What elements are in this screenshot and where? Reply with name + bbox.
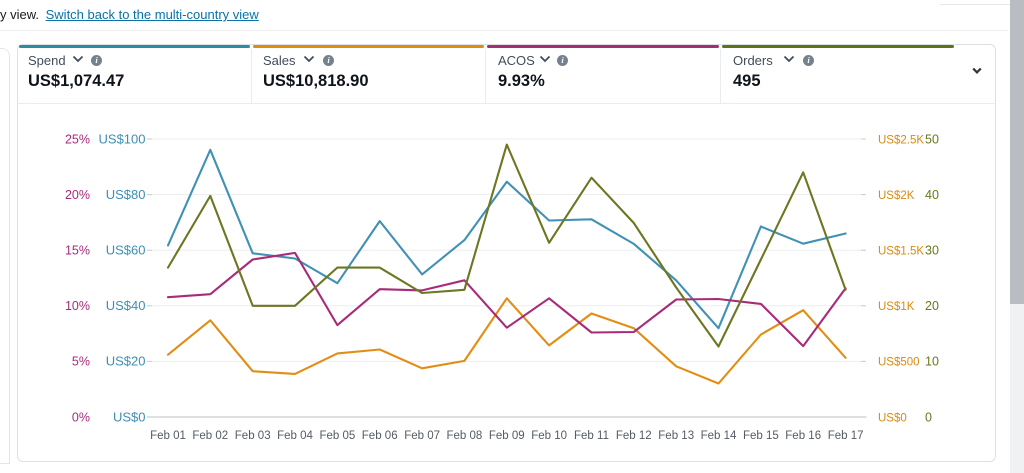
svg-text:20: 20 — [925, 299, 939, 313]
svg-text:Feb 07: Feb 07 — [404, 430, 440, 442]
svg-text:Feb 08: Feb 08 — [446, 430, 482, 442]
svg-text:30: 30 — [925, 244, 939, 258]
svg-text:5%: 5% — [72, 355, 90, 369]
svg-text:Feb 14: Feb 14 — [701, 430, 737, 442]
svg-text:25%: 25% — [65, 132, 90, 146]
svg-text:Feb 11: Feb 11 — [574, 430, 609, 442]
svg-text:US$1.5K: US$1.5K — [878, 246, 924, 258]
svg-text:US$80: US$80 — [106, 187, 146, 202]
svg-text:10%: 10% — [65, 299, 90, 313]
svg-text:15%: 15% — [65, 244, 90, 258]
svg-text:US$1K: US$1K — [878, 301, 915, 313]
svg-text:Feb 04: Feb 04 — [277, 430, 313, 442]
svg-text:Feb 13: Feb 13 — [658, 430, 694, 442]
svg-text:US$40: US$40 — [106, 298, 146, 313]
svg-text:0: 0 — [925, 410, 932, 424]
svg-text:US$60: US$60 — [106, 243, 146, 258]
svg-text:US$2.5K: US$2.5K — [878, 134, 924, 146]
svg-text:US$2K: US$2K — [878, 190, 915, 202]
svg-text:US$500: US$500 — [878, 357, 920, 369]
svg-text:Feb 10: Feb 10 — [531, 430, 567, 442]
svg-text:US$0: US$0 — [878, 412, 907, 424]
svg-text:50: 50 — [925, 132, 939, 146]
svg-text:Feb 09: Feb 09 — [489, 430, 525, 442]
svg-text:US$20: US$20 — [106, 354, 146, 369]
svg-text:Feb 06: Feb 06 — [362, 430, 398, 442]
svg-text:Feb 02: Feb 02 — [192, 430, 228, 442]
svg-text:Feb 12: Feb 12 — [616, 430, 652, 442]
svg-text:Feb 05: Feb 05 — [319, 430, 355, 442]
svg-text:Feb 01: Feb 01 — [150, 430, 186, 442]
svg-text:Feb 03: Feb 03 — [235, 430, 271, 442]
svg-text:Feb 17: Feb 17 — [828, 430, 864, 442]
svg-text:20%: 20% — [65, 188, 90, 202]
svg-text:40: 40 — [925, 188, 939, 202]
svg-text:10: 10 — [925, 355, 939, 369]
svg-text:Feb 15: Feb 15 — [743, 430, 779, 442]
svg-text:0%: 0% — [72, 410, 90, 424]
svg-text:US$100: US$100 — [99, 131, 146, 146]
svg-text:Feb 16: Feb 16 — [785, 430, 821, 442]
svg-text:US$0: US$0 — [113, 409, 146, 424]
